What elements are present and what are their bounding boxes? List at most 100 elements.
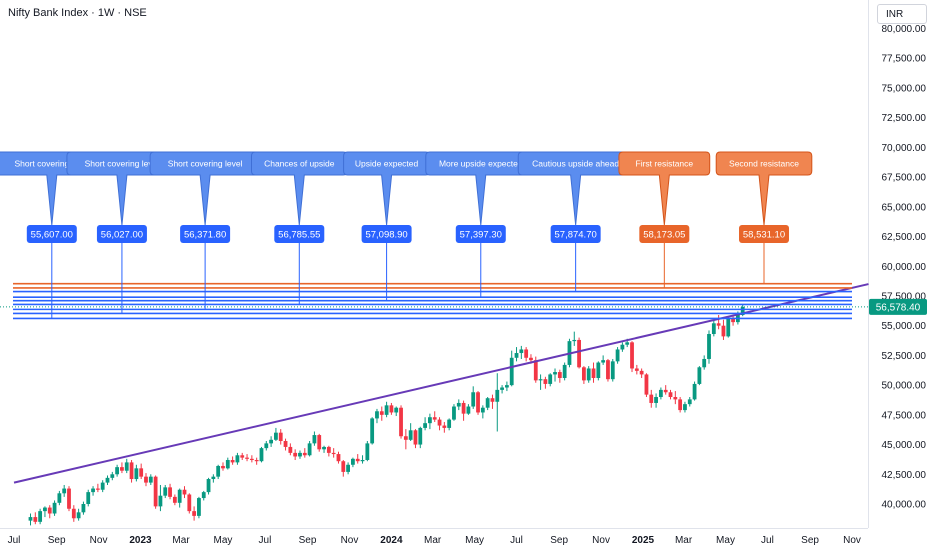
candle[interactable] <box>148 474 153 485</box>
candle[interactable] <box>423 417 427 431</box>
candle[interactable] <box>673 391 678 405</box>
candle[interactable] <box>461 400 466 421</box>
candle[interactable] <box>428 413 432 430</box>
candle[interactable] <box>240 452 245 461</box>
candle[interactable] <box>230 456 235 465</box>
candle[interactable] <box>201 490 206 501</box>
candle[interactable] <box>466 404 471 415</box>
candle[interactable] <box>630 341 634 373</box>
candle[interactable] <box>278 429 283 445</box>
candle[interactable] <box>683 401 687 413</box>
level-callout[interactable]: Upside expected 57,098.90 <box>343 151 431 301</box>
candle[interactable] <box>644 373 649 398</box>
candle[interactable] <box>355 454 360 464</box>
candle[interactable] <box>639 368 644 378</box>
candle[interactable] <box>187 493 192 514</box>
candle[interactable] <box>721 319 726 340</box>
candle[interactable] <box>346 462 351 475</box>
candle[interactable] <box>172 494 177 506</box>
candle[interactable] <box>163 484 168 499</box>
price-tag[interactable] <box>26 225 77 243</box>
candle[interactable] <box>471 386 476 409</box>
candle[interactable] <box>105 475 110 485</box>
candle[interactable] <box>697 366 702 386</box>
price-tag[interactable] <box>550 225 601 243</box>
candle[interactable] <box>379 406 384 421</box>
candle[interactable] <box>543 376 548 389</box>
candle[interactable] <box>288 443 293 456</box>
candle[interactable] <box>95 483 100 493</box>
candle[interactable] <box>731 316 735 326</box>
candle[interactable] <box>259 446 264 463</box>
candle[interactable] <box>548 373 553 387</box>
candle[interactable] <box>658 387 663 400</box>
candle[interactable] <box>432 411 437 422</box>
candle[interactable] <box>668 389 673 400</box>
candle[interactable] <box>509 350 514 387</box>
candle[interactable] <box>86 489 91 507</box>
level-callout[interactable]: Cautious upside ahead 57,874.70 <box>517 151 634 292</box>
candle[interactable] <box>81 501 86 515</box>
candle[interactable] <box>447 418 452 431</box>
candle[interactable] <box>495 373 500 432</box>
candle[interactable] <box>62 484 67 497</box>
candle[interactable] <box>384 401 389 418</box>
candle[interactable] <box>399 405 403 439</box>
candle[interactable] <box>52 500 57 516</box>
candle[interactable] <box>394 406 399 417</box>
candle[interactable] <box>581 366 586 384</box>
candle[interactable] <box>538 374 543 390</box>
candle[interactable] <box>211 474 216 483</box>
candle[interactable] <box>168 483 172 500</box>
candle[interactable] <box>336 451 341 464</box>
candle[interactable] <box>476 391 480 415</box>
candle[interactable] <box>293 449 298 461</box>
candle[interactable] <box>562 362 567 381</box>
candle[interactable] <box>437 417 442 431</box>
note-bubble[interactable] <box>618 151 711 226</box>
candle[interactable] <box>490 394 495 409</box>
candle[interactable] <box>206 477 211 495</box>
candle[interactable] <box>360 455 365 464</box>
candle[interactable] <box>480 405 485 419</box>
candle[interactable] <box>505 381 509 392</box>
level-callout[interactable]: Second resistance 58,531.10 <box>715 151 813 284</box>
candle[interactable] <box>269 436 274 447</box>
candle[interactable] <box>663 385 668 395</box>
candle[interactable] <box>33 512 38 525</box>
candle[interactable] <box>100 480 105 493</box>
price-tag[interactable] <box>96 225 147 243</box>
candle[interactable] <box>601 355 606 365</box>
candle[interactable] <box>298 450 302 459</box>
candle[interactable] <box>577 337 581 369</box>
candle[interactable] <box>726 316 731 338</box>
candle[interactable] <box>692 381 697 401</box>
candle[interactable] <box>245 454 249 462</box>
level-callout[interactable]: First resistance 58,173.05 <box>618 151 711 288</box>
candle[interactable] <box>553 368 557 382</box>
candle[interactable] <box>312 431 317 446</box>
candle[interactable] <box>115 464 120 477</box>
price-tag[interactable] <box>739 225 790 243</box>
candle[interactable] <box>649 389 654 408</box>
level-callout[interactable]: More upside expected 57,397.30 <box>425 151 537 298</box>
level-callout[interactable]: Short covering level 56,371.80 <box>149 151 261 310</box>
candle[interactable] <box>326 445 331 457</box>
candle[interactable] <box>678 397 683 413</box>
candle[interactable] <box>264 440 269 451</box>
trendline[interactable] <box>13 283 869 484</box>
price-tag[interactable] <box>455 225 506 243</box>
candle[interactable] <box>28 513 33 526</box>
candle[interactable] <box>110 471 115 481</box>
candle[interactable] <box>71 505 76 522</box>
candle[interactable] <box>702 355 707 370</box>
candle[interactable] <box>485 397 490 411</box>
level-callout[interactable]: Short covering level 56,027.00 <box>66 151 178 314</box>
candle[interactable] <box>158 484 163 512</box>
candle[interactable] <box>307 440 312 457</box>
candle[interactable] <box>322 445 326 453</box>
candle[interactable] <box>456 399 461 411</box>
candle[interactable] <box>57 490 62 506</box>
candle[interactable] <box>620 342 625 352</box>
